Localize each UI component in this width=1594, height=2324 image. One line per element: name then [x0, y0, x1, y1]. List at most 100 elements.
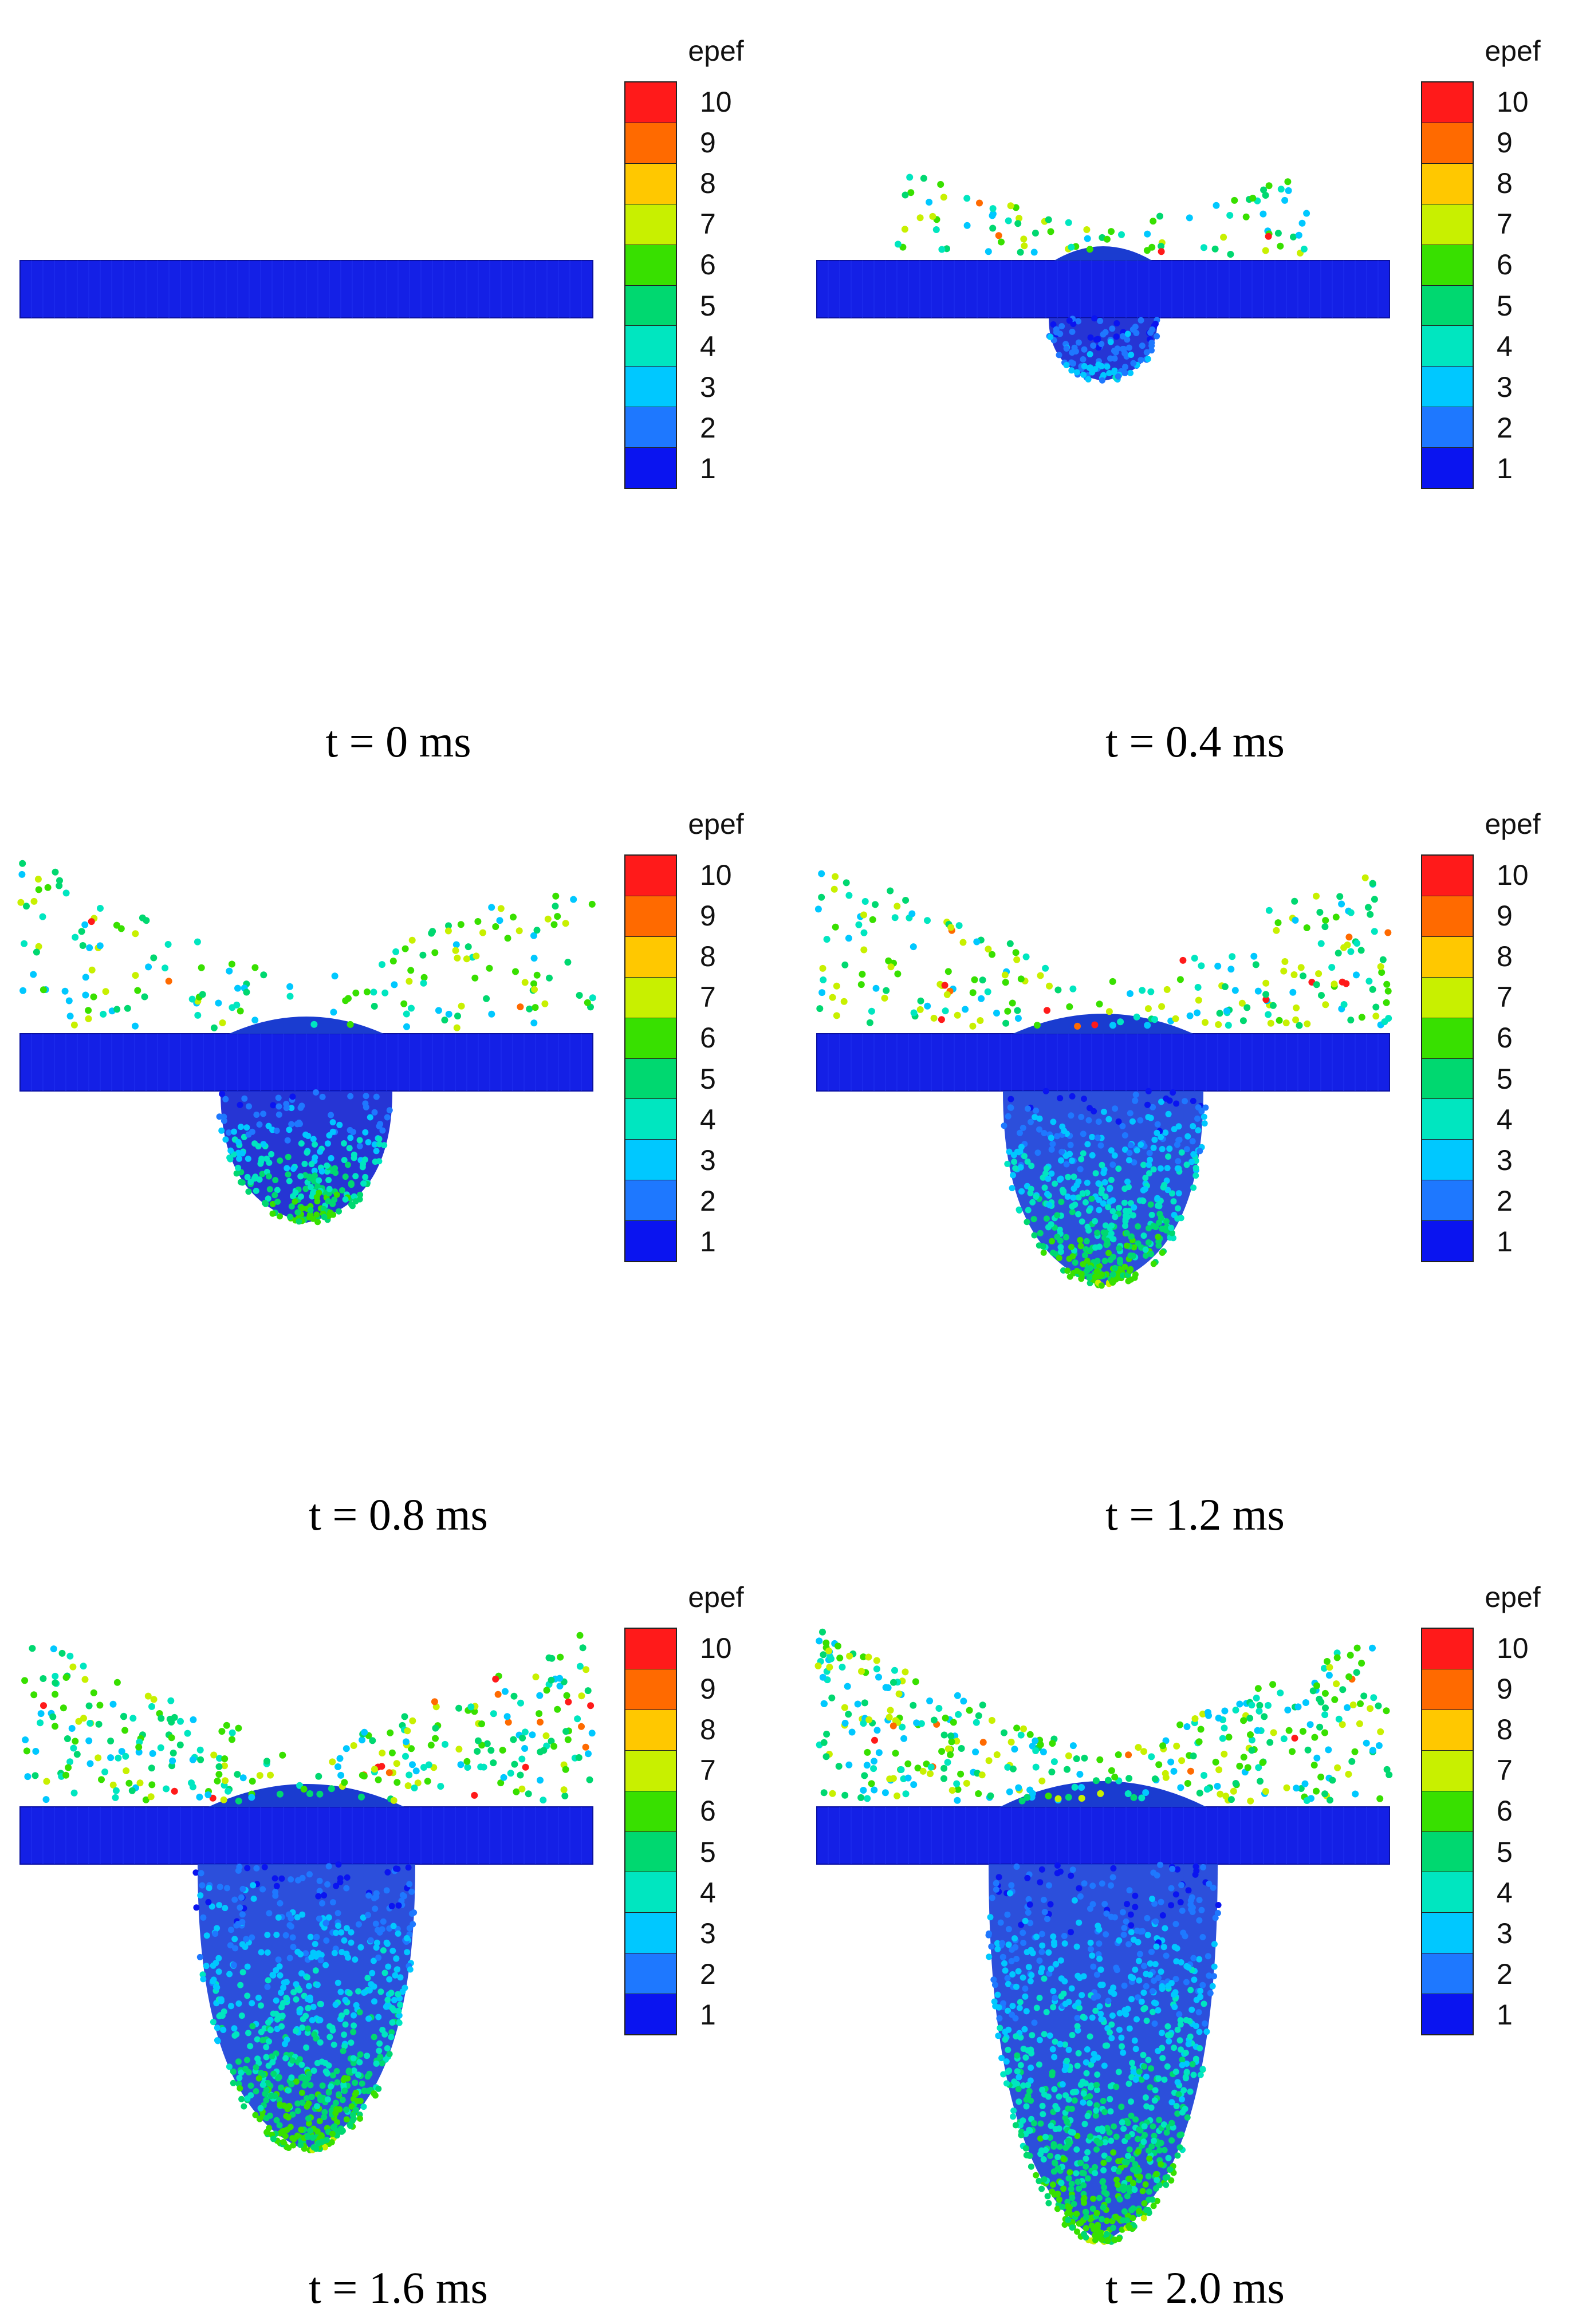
- splash-particle: [979, 1739, 987, 1746]
- debris-particle: [1127, 1267, 1133, 1274]
- debris-particle: [1096, 1207, 1103, 1214]
- splash-particle: [1344, 1704, 1351, 1711]
- splash-particle: [989, 212, 996, 219]
- debris-particle: [997, 2024, 1003, 2031]
- debris-particle: [275, 1111, 282, 1118]
- debris-particle: [214, 2037, 221, 2044]
- splash-particle: [471, 1791, 478, 1799]
- debris-particle: [994, 1940, 1001, 1947]
- legend-level-label: 8: [1497, 940, 1513, 972]
- debris-particle: [1080, 2099, 1087, 2106]
- debris-particle: [1070, 1185, 1077, 1192]
- debris-particle: [266, 1910, 273, 1917]
- debris-particle: [1098, 2016, 1105, 2023]
- splash-particle: [578, 1692, 585, 1700]
- debris-particle: [317, 2039, 324, 2046]
- debris-particle: [317, 2016, 324, 2023]
- splash-particle: [1259, 1759, 1266, 1766]
- debris-particle: [319, 1093, 326, 1100]
- splash-particle: [196, 1793, 203, 1801]
- debris-particle: [313, 2145, 320, 2152]
- debris-particle: [298, 2089, 305, 2096]
- splash-particle: [403, 1010, 410, 1018]
- debris-particle: [1027, 1978, 1034, 1984]
- splash-particle: [1118, 231, 1125, 238]
- legend-swatch: [625, 448, 676, 489]
- debris-particle: [210, 2019, 217, 2026]
- debris-particle: [1104, 2042, 1111, 2049]
- debris-particle: [1132, 1904, 1139, 1911]
- splash-particle: [1320, 1665, 1328, 1672]
- debris-particle: [212, 1983, 219, 1990]
- splash-particle: [474, 918, 482, 925]
- splash-particle: [953, 1738, 961, 1745]
- splash-particle: [216, 1755, 223, 1762]
- splash-particle: [1037, 1741, 1044, 1748]
- splash-particle: [1313, 1787, 1320, 1795]
- debris-particle: [200, 1976, 207, 1983]
- splash-particle: [457, 921, 465, 928]
- splash-particle: [1216, 1010, 1223, 1017]
- splash-particle: [1173, 1742, 1180, 1750]
- splash-particle: [1311, 1734, 1319, 1741]
- debris-particle: [1012, 2122, 1019, 2129]
- debris-particle: [1109, 1271, 1116, 1278]
- splash-particle: [496, 917, 503, 924]
- splash-particle: [1215, 1021, 1222, 1028]
- debris-particle: [241, 1095, 248, 1102]
- debris-particle: [1159, 1912, 1166, 1919]
- splash-particle: [1047, 228, 1054, 235]
- debris-particle: [1075, 1194, 1082, 1201]
- splash-particle: [70, 1744, 77, 1752]
- debris-particle: [1100, 1200, 1107, 1207]
- debris-particle: [352, 1198, 359, 1205]
- debris-particle: [1048, 1146, 1055, 1153]
- debris-particle: [1068, 359, 1075, 366]
- debris-particle: [288, 1105, 295, 1112]
- splash-particle: [431, 1698, 438, 1705]
- splash-particle: [352, 989, 360, 996]
- splash-particle: [388, 1749, 396, 1756]
- splash-particle: [1295, 231, 1302, 239]
- debris-particle: [222, 1136, 229, 1143]
- splash-particle: [963, 1779, 970, 1787]
- splash-particle: [1186, 1012, 1194, 1019]
- debris-particle: [1138, 2076, 1145, 2083]
- splash-particle: [873, 1727, 881, 1734]
- debris-particle: [324, 2096, 331, 2103]
- debris-particle: [1138, 1141, 1144, 1148]
- debris-particle: [318, 1168, 325, 1175]
- debris-particle: [1107, 1198, 1113, 1205]
- splash-particle: [855, 921, 863, 928]
- splash-particle: [1252, 961, 1260, 968]
- splash-particle: [832, 873, 839, 880]
- splash-particle: [907, 189, 915, 196]
- debris-particle: [1076, 2185, 1083, 2192]
- splash-particle: [873, 1657, 880, 1664]
- splash-particle: [337, 1771, 345, 1779]
- debris-particle: [1018, 1188, 1025, 1195]
- debris-particle: [1124, 336, 1131, 343]
- debris-particle: [1020, 2046, 1027, 2052]
- debris-particle: [1152, 1918, 1159, 1925]
- splash-particle: [1325, 1746, 1332, 1754]
- debris-particle: [1081, 1880, 1088, 1887]
- debris-particle: [987, 1914, 994, 1921]
- debris-particle: [1132, 1892, 1139, 1899]
- legend-level-label: 8: [700, 167, 716, 199]
- splash-particle: [1253, 1695, 1260, 1701]
- splash-particle: [148, 1764, 155, 1772]
- debris-particle: [1084, 2175, 1091, 2182]
- debris-particle: [310, 1136, 317, 1143]
- debris-particle: [332, 2110, 339, 2117]
- legend-level-label: 2: [1497, 1185, 1513, 1218]
- debris-particle: [386, 2051, 393, 2058]
- debris-particle: [1063, 345, 1070, 352]
- splash-particle: [954, 1011, 961, 1019]
- debris-particle: [1112, 1265, 1119, 1271]
- splash-particle: [478, 1720, 485, 1728]
- debris-particle: [1048, 1135, 1054, 1141]
- splash-particle: [1292, 916, 1299, 924]
- legend-level-label: 9: [700, 899, 716, 932]
- debris-particle: [376, 1141, 383, 1148]
